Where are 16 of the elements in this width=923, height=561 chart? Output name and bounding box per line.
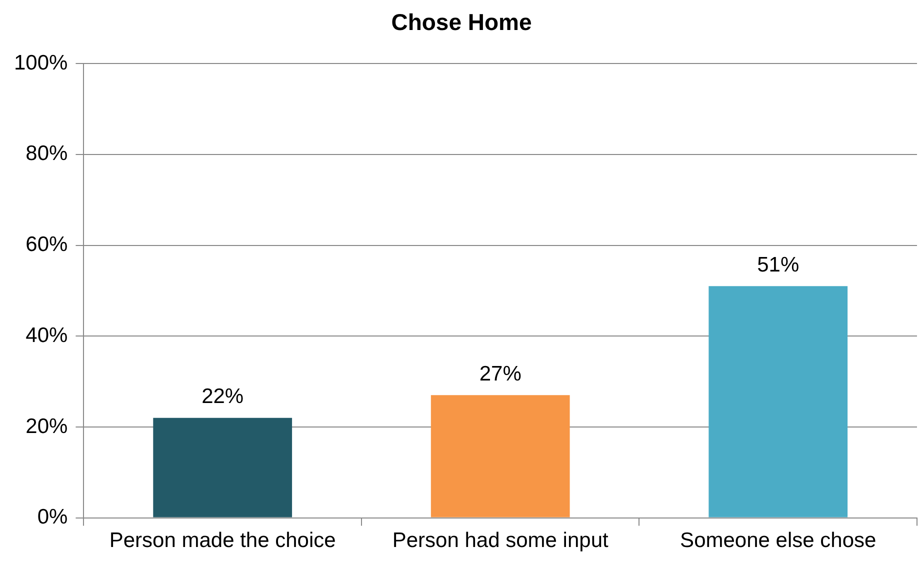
- y-tick-label: 100%: [14, 51, 68, 74]
- y-tick-label: 0%: [37, 506, 68, 529]
- chart-title: Chose Home: [391, 9, 532, 36]
- y-tick-label: 60%: [26, 233, 68, 256]
- data-label: 51%: [757, 253, 800, 276]
- bar: [708, 286, 848, 518]
- bar: [153, 418, 292, 518]
- data-label: 22%: [202, 385, 244, 408]
- y-tick-label: 20%: [26, 414, 68, 438]
- x-tick-label: Person made the choice: [109, 529, 336, 552]
- y-tick-label: 40%: [26, 324, 68, 347]
- y-tick-label: 80%: [26, 142, 68, 166]
- bar: [430, 395, 570, 518]
- x-tick-label: Person had some input: [392, 529, 609, 552]
- x-tick-label: Someone else chose: [680, 529, 876, 552]
- data-label: 27%: [479, 362, 522, 386]
